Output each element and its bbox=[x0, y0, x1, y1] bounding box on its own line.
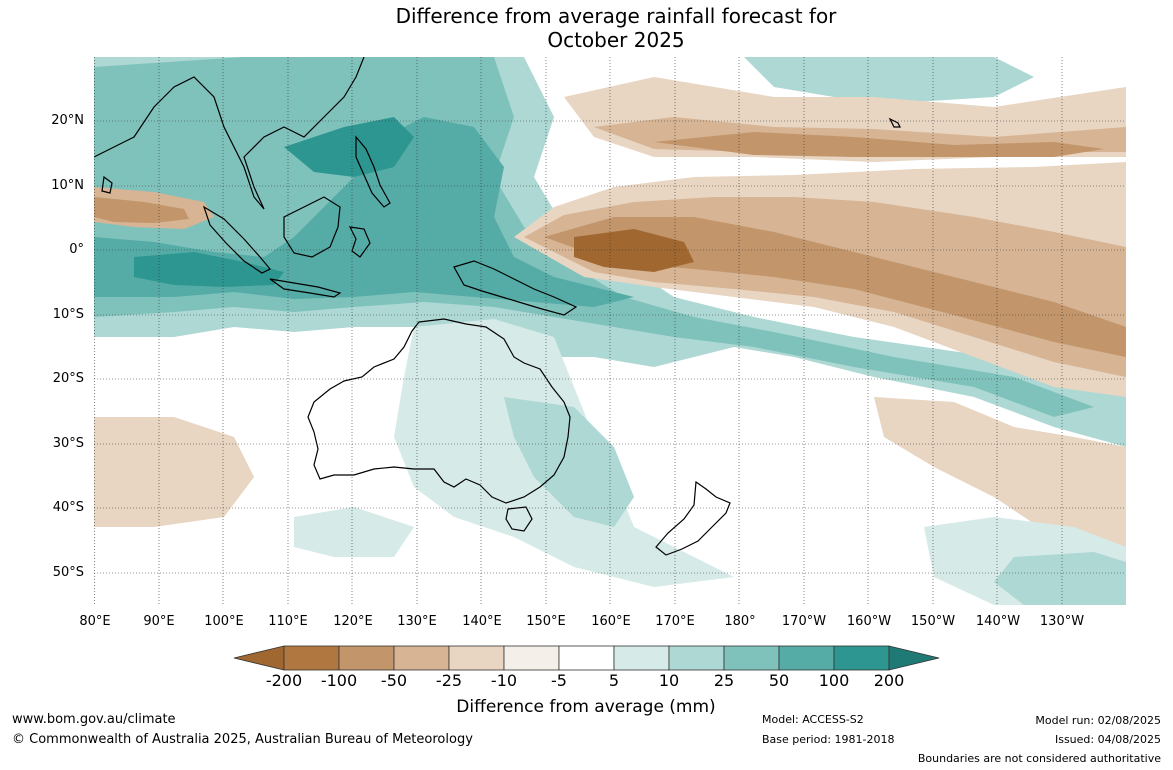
model-text: Model: ACCESS-S2 bbox=[762, 713, 864, 726]
lon-label-120e: 120°E bbox=[333, 614, 373, 629]
map-title: Difference from average rainfall forecas… bbox=[0, 4, 1173, 52]
lon-label-160e: 160°E bbox=[591, 614, 631, 629]
philippines-coastline bbox=[355, 135, 391, 208]
base-period-text: Base period: 1981-2018 bbox=[762, 733, 895, 746]
disclaimer-text: Boundaries are not considered authoritat… bbox=[917, 752, 1161, 765]
colorbar-tick-10: 50 bbox=[768, 671, 790, 690]
colorbar-arrow-left bbox=[233, 645, 285, 671]
colorbar-swatch-2 bbox=[338, 645, 395, 671]
colorbar-swatch-4 bbox=[448, 645, 505, 671]
lat-label-10n: 10°N bbox=[51, 178, 84, 193]
dry-region-southeast bbox=[874, 397, 1126, 557]
colorbar-tick-9: 25 bbox=[713, 671, 735, 690]
lon-label-130e: 130°E bbox=[397, 614, 437, 629]
lon-label-80e: 80°E bbox=[79, 614, 111, 629]
colorbar-swatch-6 bbox=[558, 645, 615, 671]
australia-coastline bbox=[307, 318, 571, 504]
tasmania-coastline bbox=[505, 506, 533, 532]
model-run-text: Model run: 02/08/2025 bbox=[1035, 714, 1161, 727]
colorbar-title: Difference from average (mm) bbox=[456, 697, 716, 717]
wet-region-australia bbox=[294, 319, 1126, 605]
colorbar-swatch-8 bbox=[668, 645, 725, 671]
lat-label-20s: 20°S bbox=[52, 371, 84, 386]
wet-region-maritime-peak bbox=[134, 117, 414, 287]
lon-label-140w: 140°W bbox=[975, 614, 1021, 629]
colorbar-tick-6: -5 bbox=[551, 671, 567, 690]
colorbar-swatch-10 bbox=[778, 645, 835, 671]
lat-label-equator: 0° bbox=[69, 242, 84, 257]
rainfall-map bbox=[94, 57, 1126, 605]
new-zealand-coastline bbox=[655, 480, 731, 556]
colorbar-tick-8: 10 bbox=[658, 671, 680, 690]
colorbar-tick-12: 200 bbox=[873, 671, 905, 690]
colorbar-tick-1: -200 bbox=[265, 671, 303, 690]
copyright-text: © Commonwealth of Australia 2025, Austra… bbox=[12, 732, 473, 747]
lon-label-160w: 160°W bbox=[846, 614, 892, 629]
lon-label-110e: 110°E bbox=[268, 614, 308, 629]
title-line-2: October 2025 bbox=[547, 28, 685, 52]
sumatra-coastline bbox=[202, 205, 271, 274]
colorbar-swatch-7 bbox=[613, 645, 670, 671]
map-gridlines bbox=[94, 57, 1126, 605]
colorbar-tick-3: -50 bbox=[380, 671, 408, 690]
sulawesi-coastline bbox=[348, 226, 371, 258]
colorbar-tick-11: 100 bbox=[818, 671, 850, 690]
lon-label-170w: 170°W bbox=[781, 614, 827, 629]
lon-label-150e: 150°E bbox=[526, 614, 566, 629]
wet-region-australia-mid bbox=[504, 397, 1126, 605]
lon-label-150w: 150°W bbox=[910, 614, 956, 629]
colorbar-tick-4: -25 bbox=[435, 671, 463, 690]
hawaii-coastline bbox=[888, 117, 901, 128]
lon-label-140e: 140°E bbox=[462, 614, 502, 629]
title-line-1: Difference from average rainfall forecas… bbox=[395, 4, 837, 28]
dry-region-southwest bbox=[94, 417, 254, 527]
dry-region-pacific-core bbox=[544, 132, 1126, 357]
colorbar-tick-2: -100 bbox=[320, 671, 358, 690]
lat-label-20n: 20°N bbox=[51, 113, 84, 128]
colorbar bbox=[233, 645, 940, 671]
lon-label-170e: 170°E bbox=[655, 614, 695, 629]
lat-label-10s: 10°S bbox=[52, 307, 84, 322]
lon-label-130w: 130°W bbox=[1039, 614, 1085, 629]
dry-region-pacific-peak bbox=[574, 229, 694, 272]
colorbar-swatch-1 bbox=[283, 645, 340, 671]
sri-lanka-coastline bbox=[101, 175, 113, 194]
colorbar-swatch-5 bbox=[503, 645, 560, 671]
colorbar-swatch-3 bbox=[393, 645, 450, 671]
lat-label-30s: 30°S bbox=[52, 436, 84, 451]
website-text: www.bom.gov.au/climate bbox=[12, 712, 176, 727]
lon-label-90e: 90°E bbox=[143, 614, 175, 629]
lon-label-100e: 100°E bbox=[204, 614, 244, 629]
lon-label-180: 180° bbox=[724, 614, 756, 629]
mainland-asia-coastline bbox=[94, 57, 365, 210]
lat-label-50s: 50°S bbox=[52, 565, 84, 580]
java-coastline bbox=[269, 278, 342, 298]
dry-region-indian-core bbox=[94, 197, 189, 223]
colorbar-arrow-right bbox=[888, 645, 940, 671]
wet-region-north bbox=[744, 57, 1034, 102]
colorbar-swatch-9 bbox=[723, 645, 780, 671]
new-guinea-coastline bbox=[453, 260, 578, 316]
rainfall-map-svg bbox=[94, 57, 1126, 605]
colorbar-swatch-11 bbox=[833, 645, 890, 671]
lat-label-40s: 40°S bbox=[52, 500, 84, 515]
borneo-coastline bbox=[283, 196, 341, 258]
issued-text: Issued: 04/08/2025 bbox=[1054, 733, 1161, 746]
colorbar-tick-7: 5 bbox=[608, 671, 620, 690]
colorbar-tick-5: -10 bbox=[490, 671, 518, 690]
